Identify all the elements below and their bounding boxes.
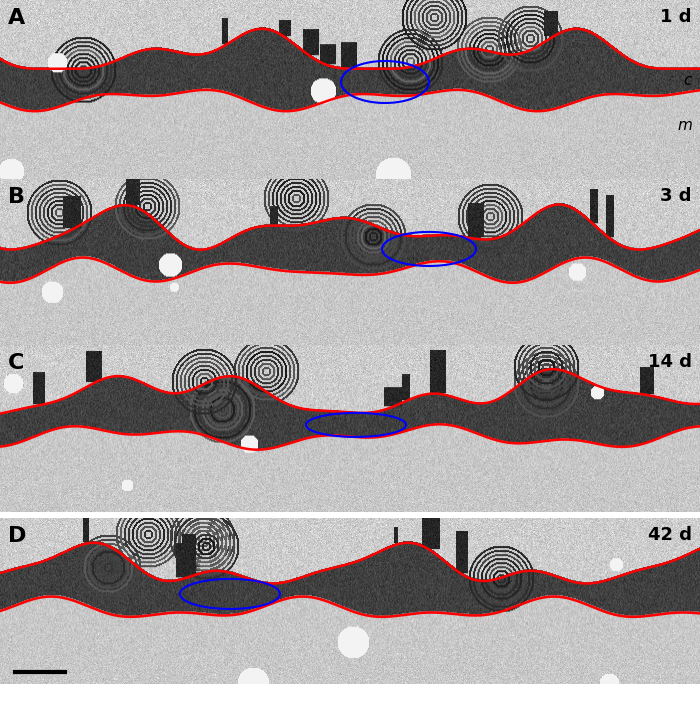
Text: 3 d: 3 d bbox=[661, 187, 692, 205]
Text: 1 d: 1 d bbox=[661, 8, 692, 26]
Text: 14 d: 14 d bbox=[648, 353, 692, 371]
Text: 42 d: 42 d bbox=[648, 526, 692, 544]
Text: B: B bbox=[8, 187, 25, 207]
Text: c: c bbox=[684, 73, 692, 88]
Text: C: C bbox=[8, 353, 25, 373]
Text: D: D bbox=[8, 526, 27, 546]
Text: m: m bbox=[677, 118, 692, 133]
Text: A: A bbox=[8, 8, 25, 28]
